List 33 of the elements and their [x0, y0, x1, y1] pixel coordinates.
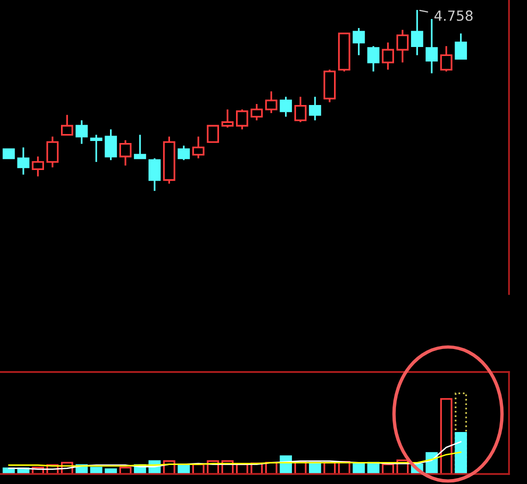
candlestick: [396, 29, 409, 64]
candlestick: [76, 119, 88, 145]
candlestick: [382, 42, 394, 70]
bar: [90, 466, 102, 474]
candlestick: [178, 144, 190, 161]
candlestick: [32, 156, 44, 178]
bar: [119, 466, 132, 474]
candlestick: [192, 136, 204, 160]
candlestick: [308, 96, 322, 122]
candlestick: [61, 114, 74, 136]
candlestick: [250, 103, 263, 122]
candlestick: [440, 45, 452, 72]
candlestick: [46, 136, 59, 168]
candlestick: [294, 96, 307, 123]
candlestick: [221, 108, 234, 128]
candlestick: [454, 32, 467, 60]
candlestick: [367, 45, 380, 72]
candlestick: [265, 90, 278, 114]
candlestick: [206, 124, 220, 143]
candlestick: [280, 96, 292, 118]
bar: [454, 432, 467, 474]
candlestick: [411, 9, 424, 56]
annotation: 4.758: [434, 10, 473, 21]
candlestick: [90, 134, 102, 163]
candlestick: [17, 146, 30, 176]
bar: [440, 398, 452, 474]
candlestick: [104, 128, 117, 161]
candlestick: [352, 27, 365, 56]
candlestick: [119, 139, 132, 166]
candlestick: [148, 157, 161, 192]
candlestick: [236, 108, 248, 130]
candlestick: [2, 148, 15, 160]
candlestick: [134, 134, 146, 160]
